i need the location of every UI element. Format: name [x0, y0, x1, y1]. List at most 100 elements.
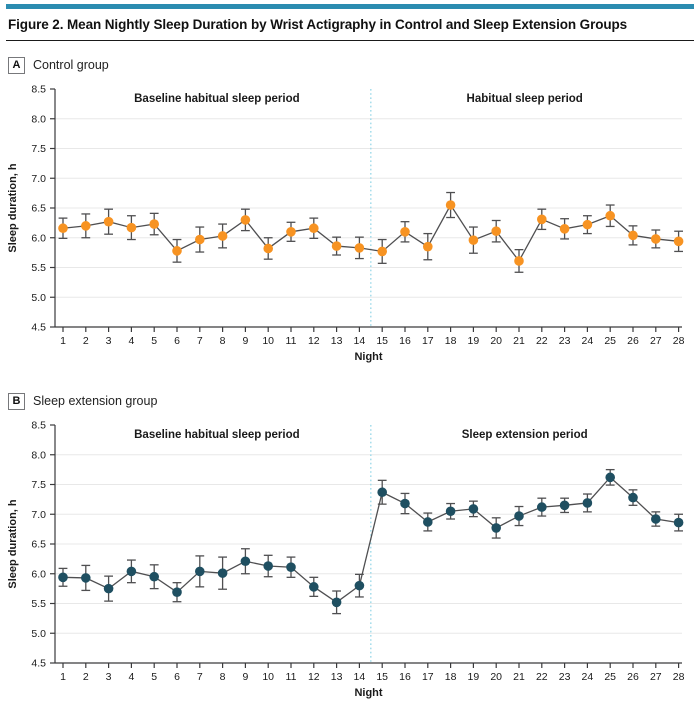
- data-point: [468, 504, 479, 514]
- y-tick-label: 7.0: [31, 509, 46, 521]
- data-point: [149, 571, 159, 582]
- x-tick-label: 3: [106, 335, 112, 347]
- y-tick-label: 6.5: [31, 203, 46, 215]
- data-point: [103, 216, 114, 227]
- x-tick-label: 25: [604, 671, 616, 683]
- x-tick-label: 20: [490, 335, 502, 347]
- x-tick-label: 18: [445, 671, 457, 683]
- y-axis-title: Sleep duration, h: [7, 163, 19, 253]
- y-tick-label: 5.5: [31, 262, 46, 274]
- x-tick-label: 23: [559, 335, 571, 347]
- data-point: [673, 517, 684, 528]
- x-tick-label: 8: [220, 335, 226, 347]
- data-point: [514, 511, 524, 521]
- x-tick-label: 27: [650, 335, 662, 347]
- x-tick-label: 19: [468, 671, 480, 683]
- data-points: [58, 200, 684, 266]
- y-tick-label: 5.0: [31, 628, 46, 640]
- data-point: [172, 587, 182, 597]
- data-point: [263, 561, 274, 571]
- panel-b: B Sleep extension group Baseline habitua…: [0, 391, 700, 703]
- y-tick-label: 8.0: [31, 113, 46, 125]
- panel-b-letter: B: [8, 392, 25, 410]
- figure-title: Figure 2. Mean Nightly Sleep Duration by…: [8, 17, 628, 32]
- data-point: [537, 214, 547, 225]
- series-line: [62, 476, 679, 604]
- data-point: [514, 256, 524, 266]
- data-point: [445, 200, 456, 210]
- data-point: [331, 597, 342, 608]
- data-point: [309, 223, 319, 234]
- sleep-extension-group-chart: Baseline habitual sleep period Sleep exte…: [7, 420, 685, 699]
- data-point: [286, 227, 296, 237]
- x-tick-label: 26: [627, 671, 639, 683]
- x-tick-label: 14: [354, 335, 366, 347]
- data-point: [240, 556, 251, 567]
- y-tick-label: 5.5: [31, 598, 46, 610]
- data-point: [423, 241, 433, 252]
- data-point: [331, 241, 342, 251]
- data-point: [103, 583, 114, 594]
- x-tick-label: 22: [536, 335, 548, 347]
- panel-a-header: A Control group: [8, 55, 700, 75]
- panel-b-header: B Sleep extension group: [8, 391, 700, 411]
- data-point: [217, 568, 228, 578]
- y-tick-label: 8.5: [31, 84, 46, 96]
- y-tick-label: 6.0: [31, 568, 46, 580]
- y-tick-label: 8.5: [31, 420, 46, 432]
- data-point: [559, 500, 570, 511]
- data-point: [240, 215, 251, 225]
- y-axis: 4.5 5.0 5.5 6.0 6.5 7.0 7.5 8.0 8.5: [31, 420, 56, 670]
- data-point: [673, 236, 684, 247]
- data-point: [423, 517, 433, 527]
- y-tick-label: 6.5: [31, 539, 46, 551]
- panel-a-letter: A: [8, 56, 25, 74]
- x-tick-label: 9: [242, 335, 248, 347]
- x-tick-label: 4: [128, 671, 134, 683]
- data-point: [172, 246, 182, 256]
- error-bars: [58, 468, 683, 615]
- data-point: [559, 224, 570, 234]
- gridlines: [55, 454, 682, 634]
- x-tick-label: 6: [174, 671, 180, 683]
- y-tick-label: 7.5: [31, 143, 46, 155]
- data-point: [309, 582, 319, 592]
- data-point: [58, 223, 68, 234]
- panel-b-title: Sleep extension group: [33, 394, 158, 408]
- data-point: [217, 231, 228, 241]
- series-line: [62, 203, 679, 263]
- y-tick-label: 6.0: [31, 232, 46, 244]
- data-point: [582, 498, 593, 508]
- x-axis-title: Night: [354, 687, 382, 699]
- x-tick-label: 9: [242, 671, 248, 683]
- x-tick-label: 20: [490, 671, 502, 683]
- x-tick-label: 7: [197, 335, 203, 347]
- x-tick-label: 1: [60, 671, 66, 683]
- x-tick-label: 24: [582, 335, 594, 347]
- x-tick-label: 2: [83, 335, 89, 347]
- data-point: [354, 243, 365, 253]
- x-tick-label: 24: [582, 671, 594, 683]
- x-tick-label: 16: [399, 335, 411, 347]
- x-tick-label: 23: [559, 671, 571, 683]
- data-point: [286, 562, 296, 573]
- x-tick-label: 19: [468, 335, 480, 347]
- panel-a-title: Control group: [33, 58, 109, 72]
- x-tick-label: 17: [422, 671, 434, 683]
- period-label-right: Sleep extension period: [462, 429, 588, 441]
- x-tick-label: 22: [536, 671, 548, 683]
- data-point: [605, 472, 615, 483]
- data-point: [445, 506, 456, 517]
- data-point: [651, 514, 661, 524]
- x-tick-label: 8: [220, 671, 226, 683]
- y-tick-label: 7.5: [31, 479, 46, 491]
- x-tick-label: 21: [513, 335, 525, 347]
- x-tick-label: 17: [422, 335, 434, 347]
- data-point: [195, 566, 205, 577]
- data-point: [377, 487, 388, 498]
- control-group-chart: Baseline habitual sleep period Habitual s…: [7, 84, 685, 363]
- data-point: [126, 222, 137, 233]
- top-accent-rule: [6, 4, 694, 9]
- title-divider: [6, 40, 694, 41]
